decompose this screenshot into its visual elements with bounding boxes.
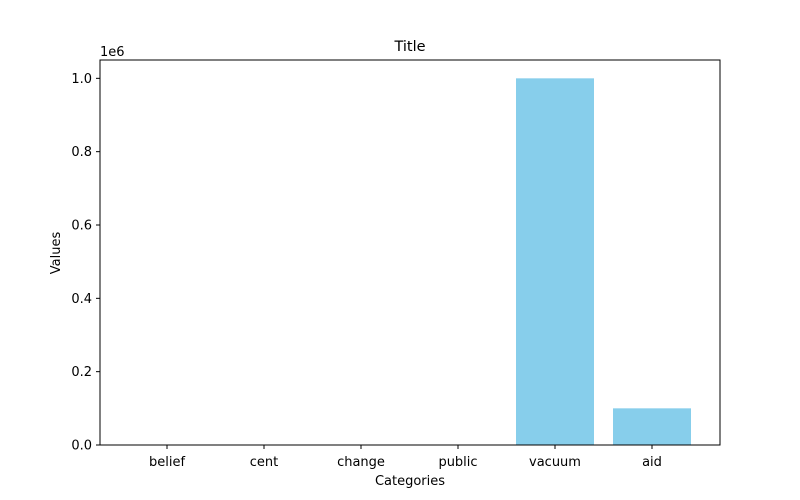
x-tick-label-public: public bbox=[438, 455, 477, 470]
y-axis-offset-label: 1e6 bbox=[100, 45, 125, 60]
x-tick-label-cent: cent bbox=[250, 455, 278, 470]
x-axis: belief cent change public vacuum aid bbox=[149, 445, 662, 470]
bar-aid bbox=[613, 408, 691, 445]
bar-vacuum bbox=[516, 78, 594, 445]
plot-frame bbox=[99, 59, 721, 446]
x-tick-label-vacuum: vacuum bbox=[529, 455, 581, 470]
x-axis-label: Categories bbox=[375, 474, 445, 489]
y-tick-label-3: 0.6 bbox=[71, 219, 92, 234]
y-tick-label-0: 0.0 bbox=[71, 439, 92, 454]
x-tick-label-belief: belief bbox=[149, 455, 185, 470]
y-axis-label: Values bbox=[49, 232, 64, 275]
y-tick-label-1: 0.2 bbox=[71, 365, 92, 380]
y-axis: 0.0 0.2 0.4 0.6 0.8 1.0 bbox=[71, 72, 100, 454]
chart-title: Title bbox=[393, 39, 425, 55]
bars-group bbox=[128, 78, 691, 445]
y-tick-label-2: 0.4 bbox=[71, 292, 92, 307]
y-tick-label-4: 0.8 bbox=[71, 145, 92, 160]
y-tick-label-5: 1.0 bbox=[71, 72, 92, 87]
x-tick-label-change: change bbox=[337, 455, 385, 470]
x-tick-label-aid: aid bbox=[642, 455, 662, 470]
